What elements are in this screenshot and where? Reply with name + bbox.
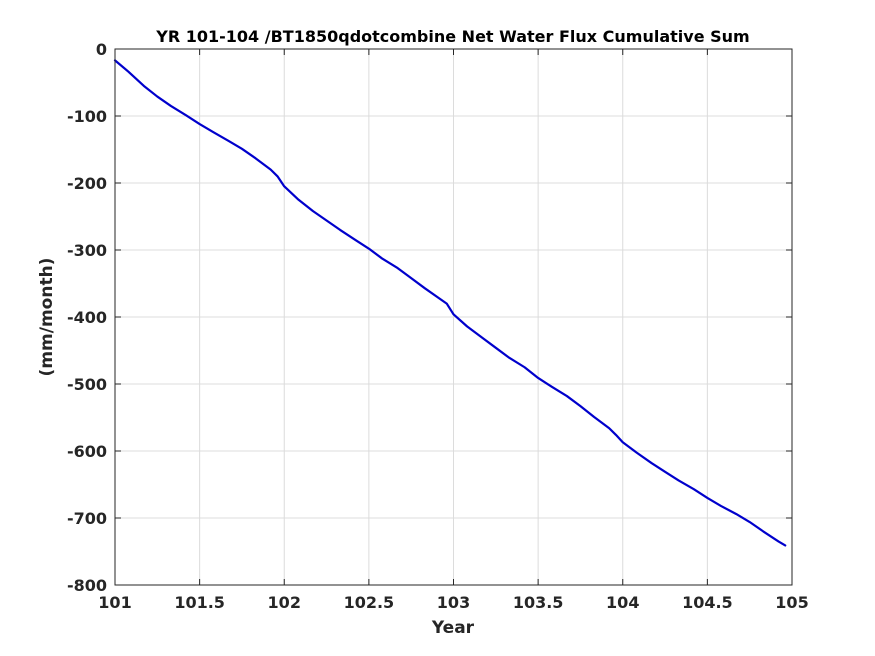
y-axis-label: (mm/month) — [37, 258, 57, 377]
x-tick-label: 103 — [437, 593, 470, 612]
y-tick-label: -300 — [67, 241, 107, 260]
x-tick-label: 101 — [98, 593, 131, 612]
y-tick-label: -400 — [67, 308, 107, 327]
y-tick-label: -700 — [67, 509, 107, 528]
x-tick-label: 104.5 — [682, 593, 733, 612]
x-tick-label: 105 — [775, 593, 808, 612]
chart-title: YR 101-104 /BT1850qdotcombine Net Water … — [155, 27, 749, 46]
x-tick-label: 103.5 — [513, 593, 564, 612]
grid-lines — [114, 48, 793, 586]
y-tick-label: -100 — [67, 107, 107, 126]
x-axis-label: Year — [431, 618, 475, 638]
x-tick-label: 102 — [268, 593, 301, 612]
series-line — [113, 59, 787, 547]
y-tick-label: -500 — [67, 375, 107, 394]
y-tick-label: 0 — [96, 40, 107, 59]
data-series — [113, 59, 787, 547]
axes-frame — [114, 48, 793, 586]
x-tick-label: 102.5 — [344, 593, 395, 612]
y-tick-labels: 0 -100 -200 -300 -400 -500 -600 -700 -800 — [67, 40, 107, 595]
y-tick-label: -200 — [67, 174, 107, 193]
x-tick-label: 101.5 — [174, 593, 225, 612]
x-tick-labels: 101 101.5 102 102.5 103 103.5 104 104.5 105 — [98, 593, 808, 612]
x-tick-label: 104 — [606, 593, 639, 612]
y-tick-label: -800 — [67, 576, 107, 595]
y-tick-label: -600 — [67, 442, 107, 461]
